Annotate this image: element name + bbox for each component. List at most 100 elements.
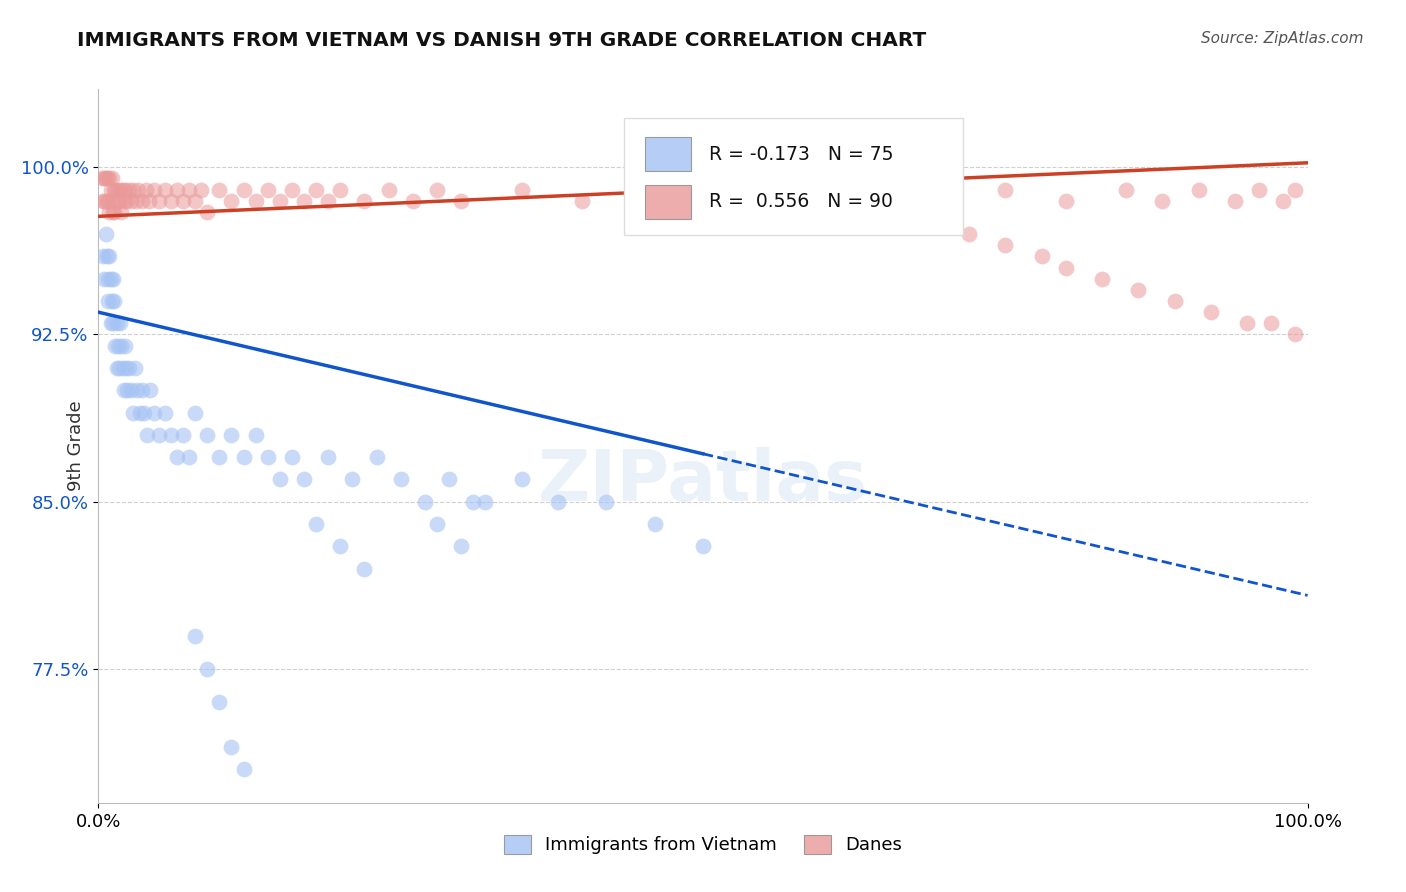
Point xyxy=(104,338,127,352)
Point xyxy=(1163,293,1185,308)
Point xyxy=(96,249,118,263)
Point xyxy=(413,494,436,508)
Point xyxy=(143,405,166,419)
Point xyxy=(208,182,231,196)
Point xyxy=(107,182,129,196)
Point xyxy=(342,472,364,486)
Text: Source: ZipAtlas.com: Source: ZipAtlas.com xyxy=(1201,31,1364,46)
Point xyxy=(232,182,254,196)
Point xyxy=(873,194,896,208)
Point xyxy=(172,427,194,442)
Point xyxy=(221,739,243,754)
Point xyxy=(232,450,254,464)
Point xyxy=(305,516,328,531)
Point xyxy=(1115,182,1137,196)
Point xyxy=(100,171,122,186)
Point xyxy=(752,182,775,196)
Point xyxy=(127,182,149,196)
Point xyxy=(100,194,122,208)
FancyBboxPatch shape xyxy=(645,185,690,219)
Point xyxy=(97,271,120,285)
Point xyxy=(1223,194,1246,208)
Point xyxy=(179,450,201,464)
Text: R =  0.556   N = 90: R = 0.556 N = 90 xyxy=(709,193,893,211)
Point xyxy=(1249,182,1271,196)
Legend: Immigrants from Vietnam, Danes: Immigrants from Vietnam, Danes xyxy=(496,828,910,862)
Point xyxy=(305,182,328,196)
Point xyxy=(125,194,148,208)
Point xyxy=(1284,182,1306,196)
Point xyxy=(389,472,412,486)
Point xyxy=(91,171,114,186)
Point xyxy=(1091,271,1114,285)
Point xyxy=(110,338,132,352)
Point xyxy=(813,194,835,208)
Point xyxy=(138,194,160,208)
Point xyxy=(292,472,315,486)
Point xyxy=(329,182,352,196)
Point xyxy=(692,539,714,553)
Point xyxy=(571,194,593,208)
Point xyxy=(108,194,131,208)
Point xyxy=(97,194,120,208)
Point xyxy=(91,194,114,208)
Point xyxy=(153,182,176,196)
Point xyxy=(450,539,472,553)
Point xyxy=(463,494,485,508)
Point xyxy=(115,360,138,375)
Point xyxy=(450,194,472,208)
Point xyxy=(934,216,956,230)
Point xyxy=(101,271,124,285)
FancyBboxPatch shape xyxy=(645,137,690,171)
Point xyxy=(184,628,207,642)
Point xyxy=(1284,327,1306,342)
Point xyxy=(100,293,122,308)
Point xyxy=(1031,249,1053,263)
Point xyxy=(148,427,170,442)
Point xyxy=(184,194,207,208)
Point xyxy=(994,182,1017,196)
Point xyxy=(402,194,425,208)
Point xyxy=(105,194,128,208)
Point xyxy=(128,405,150,419)
Point xyxy=(93,194,115,208)
Point xyxy=(91,249,114,263)
Point xyxy=(644,516,666,531)
Point xyxy=(221,427,243,442)
Point xyxy=(377,182,399,196)
Point xyxy=(160,427,183,442)
Point xyxy=(631,182,654,196)
Point xyxy=(105,360,128,375)
Text: IMMIGRANTS FROM VIETNAM VS DANISH 9TH GRADE CORRELATION CHART: IMMIGRANTS FROM VIETNAM VS DANISH 9TH GR… xyxy=(77,31,927,50)
Point xyxy=(510,182,533,196)
Point xyxy=(101,204,124,219)
Point xyxy=(94,171,117,186)
Point xyxy=(131,383,153,397)
Point xyxy=(179,182,201,196)
Point xyxy=(232,762,254,776)
Point xyxy=(112,194,135,208)
Point xyxy=(195,204,218,219)
Point xyxy=(221,194,243,208)
Point xyxy=(547,494,569,508)
Point xyxy=(108,182,131,196)
Point xyxy=(122,405,145,419)
Point xyxy=(595,494,617,508)
Point xyxy=(166,182,188,196)
Point xyxy=(190,182,212,196)
Point xyxy=(957,227,980,241)
Point xyxy=(329,539,352,553)
Point xyxy=(118,182,141,196)
Point xyxy=(103,204,125,219)
Point xyxy=(105,316,128,330)
Point xyxy=(148,194,170,208)
Point xyxy=(873,182,896,196)
Point xyxy=(117,383,139,397)
Point xyxy=(281,450,304,464)
Point xyxy=(1272,194,1295,208)
Point xyxy=(93,271,115,285)
Point xyxy=(353,561,375,575)
Point xyxy=(692,194,714,208)
Point xyxy=(269,472,291,486)
Point xyxy=(104,182,127,196)
